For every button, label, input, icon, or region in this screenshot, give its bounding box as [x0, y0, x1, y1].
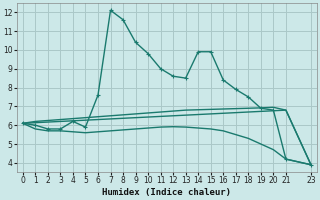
X-axis label: Humidex (Indice chaleur): Humidex (Indice chaleur) — [102, 188, 231, 197]
